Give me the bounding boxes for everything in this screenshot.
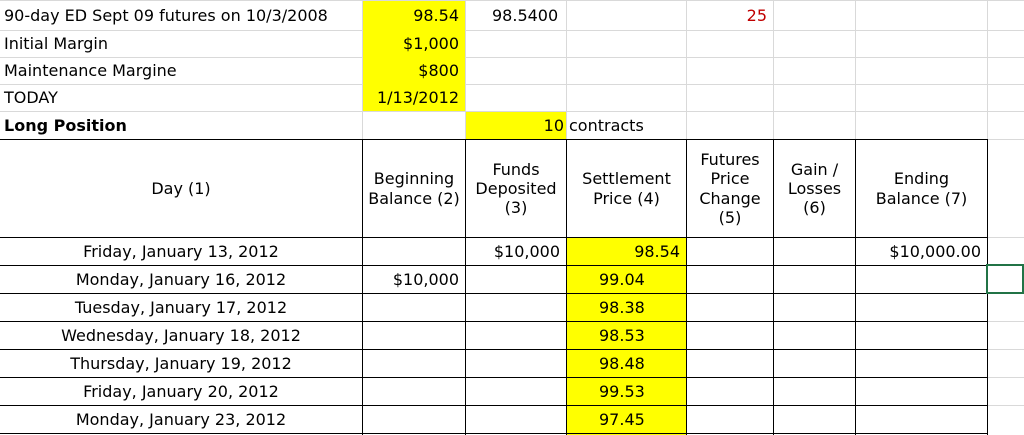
settlement-price-cell[interactable]: 99.53 bbox=[599, 381, 645, 401]
settlement-price-cell[interactable]: 98.38 bbox=[599, 297, 645, 317]
header-gain-losses[interactable]: Gain / Losses (6) bbox=[787, 159, 842, 218]
input-cells-highlight bbox=[363, 1, 465, 111]
contracts-cell-highlight bbox=[466, 112, 566, 139]
futures-price-cell[interactable]: 98.54 bbox=[413, 5, 459, 25]
futures-label-cell[interactable]: 90-day ED Sept 09 futures on 10/3/2008 bbox=[4, 5, 328, 25]
header-settlement-price[interactable]: Settlement Price (4) bbox=[582, 169, 671, 208]
beginning-balance-cell[interactable] bbox=[363, 238, 465, 265]
count-cell[interactable]: 25 bbox=[746, 5, 767, 25]
ending-balance-cell[interactable] bbox=[856, 378, 987, 405]
funds-deposited-cell[interactable]: $10,000 bbox=[493, 241, 560, 261]
funds-deposited-cell[interactable] bbox=[466, 350, 566, 377]
header-futures-price-change[interactable]: Futures Price Change (5) bbox=[699, 150, 761, 227]
maintenance-margin-value[interactable]: $800 bbox=[418, 61, 459, 81]
today-label[interactable]: TODAY bbox=[4, 88, 58, 108]
ending-balance-cell[interactable] bbox=[856, 266, 987, 293]
funds-deposited-cell[interactable] bbox=[466, 294, 566, 321]
day-cell[interactable]: Monday, January 16, 2012 bbox=[75, 269, 287, 289]
funds-deposited-cell[interactable] bbox=[466, 406, 566, 433]
day-cell[interactable]: Monday, January 23, 2012 bbox=[75, 409, 287, 429]
funds-deposited-cell[interactable] bbox=[466, 266, 566, 293]
header-beginning-balance[interactable]: Beginning Balance (2) bbox=[368, 169, 460, 208]
table-border-top bbox=[0, 139, 988, 140]
settlement-column-highlight bbox=[567, 238, 686, 435]
ending-balance-cell[interactable] bbox=[856, 350, 987, 377]
ending-balance-cell[interactable] bbox=[856, 322, 987, 349]
settlement-price-cell[interactable]: 98.48 bbox=[599, 353, 645, 373]
funds-deposited-cell[interactable] bbox=[466, 378, 566, 405]
futures-price-precise-cell[interactable]: 98.5400 bbox=[492, 5, 559, 25]
beginning-balance-cell[interactable] bbox=[363, 350, 465, 377]
selected-cell[interactable] bbox=[986, 264, 1024, 294]
day-cell[interactable]: Thursday, January 19, 2012 bbox=[70, 353, 292, 373]
ending-balance-cell[interactable] bbox=[856, 406, 987, 433]
beginning-balance-cell[interactable] bbox=[363, 406, 465, 433]
day-cell[interactable]: Tuesday, January 17, 2012 bbox=[74, 297, 288, 317]
settlement-price-cell[interactable]: 98.54 bbox=[634, 241, 680, 261]
funds-deposited-cell[interactable] bbox=[466, 322, 566, 349]
day-cell[interactable]: Friday, January 20, 2012 bbox=[83, 381, 279, 401]
day-cell[interactable]: Wednesday, January 18, 2012 bbox=[61, 325, 301, 345]
day-cell[interactable]: Friday, January 13, 2012 bbox=[83, 241, 279, 261]
header-border-bottom bbox=[0, 237, 988, 238]
beginning-balance-cell[interactable]: $10,000 bbox=[392, 269, 459, 289]
contracts-count-cell[interactable]: 10 bbox=[543, 115, 564, 135]
beginning-balance-cell[interactable] bbox=[363, 322, 465, 349]
settlement-price-cell[interactable]: 99.04 bbox=[599, 269, 645, 289]
settlement-price-cell[interactable]: 97.45 bbox=[599, 409, 645, 429]
ending-balance-cell[interactable] bbox=[856, 294, 987, 321]
long-position-label[interactable]: Long Position bbox=[4, 115, 127, 135]
beginning-balance-cell[interactable] bbox=[363, 378, 465, 405]
header-ending-balance[interactable]: Ending Balance (7) bbox=[875, 169, 968, 208]
maintenance-margin-label[interactable]: Maintenance Margine bbox=[4, 61, 177, 81]
contracts-unit-cell[interactable]: contracts bbox=[569, 115, 644, 135]
header-day[interactable]: Day (1) bbox=[151, 178, 211, 198]
header-funds-deposited[interactable]: Funds Deposited (3) bbox=[475, 159, 557, 218]
initial-margin-label[interactable]: Initial Margin bbox=[4, 34, 109, 54]
beginning-balance-cell[interactable] bbox=[363, 294, 465, 321]
initial-margin-value[interactable]: $1,000 bbox=[403, 34, 459, 54]
settlement-price-cell[interactable]: 98.53 bbox=[599, 325, 645, 345]
ending-balance-cell[interactable]: $10,000.00 bbox=[889, 241, 981, 261]
today-value[interactable]: 1/13/2012 bbox=[376, 88, 459, 108]
